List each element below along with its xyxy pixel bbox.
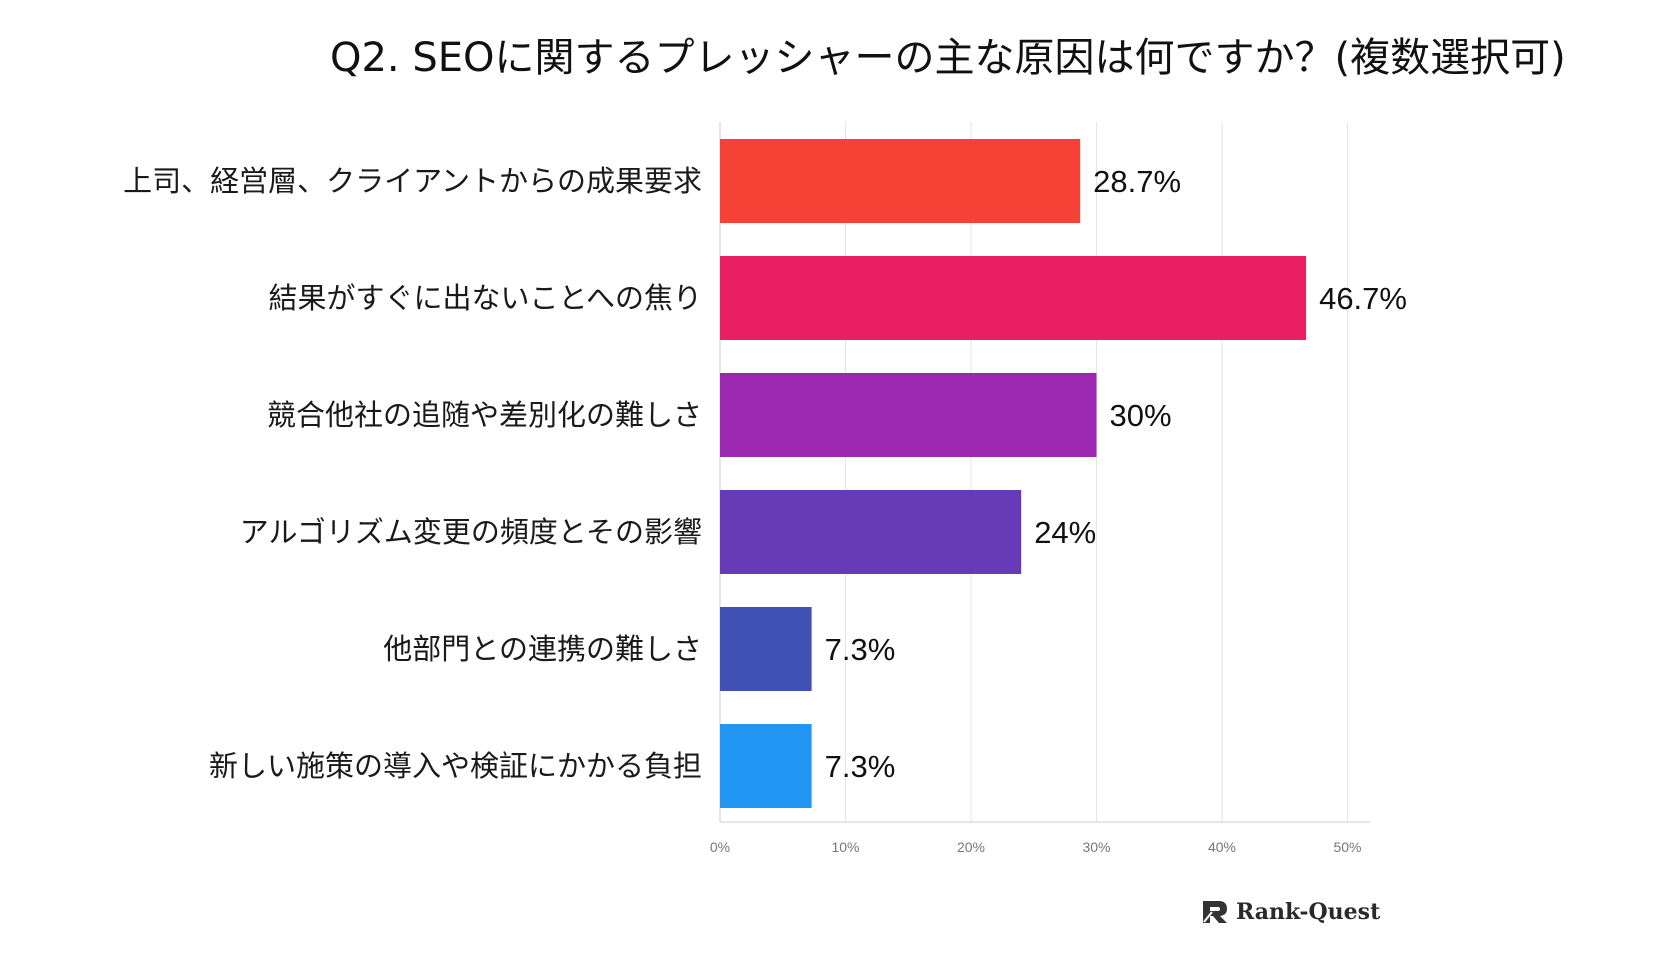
value-label-1: 28.7% bbox=[1093, 164, 1181, 199]
x-tick-label: 0% bbox=[710, 839, 730, 855]
bar-4 bbox=[720, 490, 1022, 574]
value-label-3: 30% bbox=[1110, 398, 1172, 433]
value-label-4: 24% bbox=[1034, 515, 1096, 550]
value-label-2: 46.7% bbox=[1319, 281, 1407, 316]
bar-2 bbox=[720, 256, 1307, 340]
bars bbox=[720, 139, 1307, 808]
x-tick-label: 50% bbox=[1333, 839, 1361, 855]
category-label-1: 上司、経営層、クライアントからの成果要求 bbox=[123, 164, 702, 198]
x-tick-label: 20% bbox=[957, 839, 985, 855]
logo-text: Rank-Quest bbox=[1236, 899, 1381, 925]
value-labels: 28.7% 46.7% 30% 24% 7.3% 7.3% bbox=[825, 164, 1407, 784]
category-label-6: 新しい施策の導入や検証にかかる負担 bbox=[209, 749, 702, 783]
bar-6 bbox=[720, 724, 812, 808]
bar-5 bbox=[720, 607, 812, 691]
x-tick-label: 30% bbox=[1082, 839, 1110, 855]
category-labels: 上司、経営層、クライアントからの成果要求結果がすぐに出ないことへの焦り競合他社の… bbox=[123, 164, 702, 783]
x-tick-label: 10% bbox=[831, 839, 859, 855]
x-tick-label: 40% bbox=[1208, 839, 1236, 855]
bar-3 bbox=[720, 373, 1097, 457]
value-label-6: 7.3% bbox=[825, 749, 896, 784]
x-axis-ticks: 0% 10% 20% 30% 40% 50% bbox=[710, 839, 1362, 855]
rank-quest-logo: Rank-Quest bbox=[1200, 896, 1380, 928]
value-label-5: 7.3% bbox=[825, 632, 896, 667]
category-label-4: アルゴリズム変更の頻度とその影響 bbox=[240, 515, 702, 549]
rank-quest-logo-icon bbox=[1203, 901, 1227, 923]
category-label-3: 競合他社の追随や差別化の難しさ bbox=[267, 398, 702, 432]
category-label-2: 結果がすぐに出ないことへの焦り bbox=[268, 281, 702, 315]
grid-lines bbox=[719, 122, 1370, 823]
bar-1 bbox=[720, 139, 1081, 223]
category-label-5: 他部門との連携の難しさ bbox=[383, 632, 702, 666]
chart-title: Q2. SEOに関するプレッシャーの主な原因は何ですか？(複数選択可) bbox=[330, 35, 1566, 81]
